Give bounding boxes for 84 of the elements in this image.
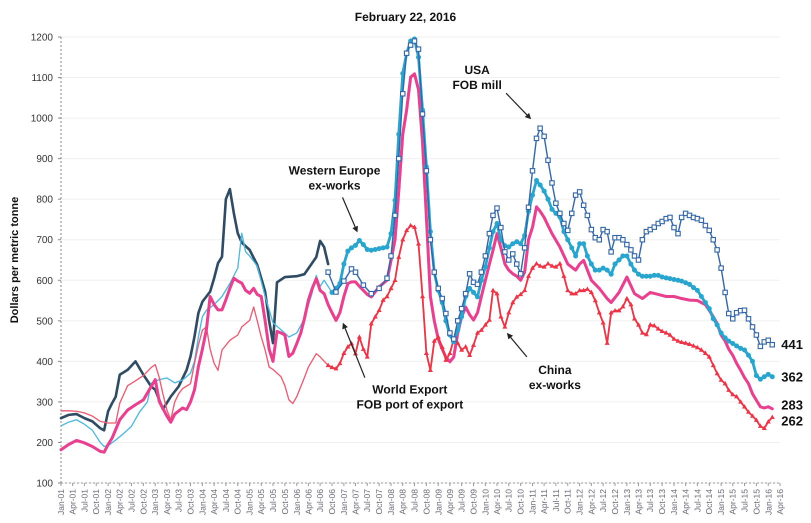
x-tick-label: Apr-09 [444, 488, 455, 515]
x-tick-label: Jul-08 [409, 488, 420, 512]
y-tick-label: 1000 [30, 114, 54, 125]
x-tick-label: Oct-03 [185, 488, 196, 515]
x-tick-label: Oct-15 [751, 488, 762, 515]
x-tick-label: Jul-01 [79, 488, 90, 512]
x-tick-label: Apr-03 [162, 488, 172, 515]
y-tick-label: 600 [36, 276, 54, 287]
text: China ex-works [528, 362, 582, 392]
x-tick-label: Jul-06 [315, 488, 326, 512]
x-tick-label: Oct-10 [516, 488, 526, 515]
x-tick-label: Apr-05 [256, 488, 266, 515]
text: World Export FOB port of export [356, 382, 464, 412]
x-tick-label: Jul-10 [504, 488, 514, 512]
x-tick-label: Apr-06 [303, 488, 314, 515]
y-tick-label: 700 [36, 235, 54, 246]
annotation: 362 [781, 369, 803, 384]
text: USA FOB mill [452, 63, 502, 92]
x-tick-label: Jan-01 [56, 488, 66, 515]
x-tick-label: Oct-06 [326, 488, 337, 515]
x-tick-label: Jan-12 [574, 488, 585, 515]
x-tick-label: Oct-02 [138, 488, 148, 515]
x-tick-label: Jul-07 [362, 488, 372, 512]
x-tick-label: Oct-08 [421, 488, 432, 515]
x-tick-label: Jul-05 [268, 488, 278, 512]
x-tick-label: Oct-01 [91, 488, 102, 515]
x-tick-label: Jul-14 [692, 488, 702, 512]
x-tick-label: Apr-01 [68, 488, 78, 515]
x-tick-label: Jan-11 [528, 488, 538, 514]
x-tick-label: Jan-05 [244, 488, 255, 515]
x-tick-label: Jan-07 [338, 488, 349, 515]
x-tick-label: Jul-03 [174, 488, 184, 512]
x-tick-label: Jul-13 [645, 488, 656, 512]
x-tick-label: Jul-15 [739, 488, 750, 512]
y-tick-label: 500 [36, 316, 54, 328]
x-tick-label: Apr-16 [775, 488, 785, 515]
annotation: 262 [781, 414, 803, 429]
x-tick-label: Jan-06 [292, 488, 302, 515]
x-tick-label: Oct-12 [610, 488, 620, 515]
x-tick-label: Jul-12 [598, 488, 608, 512]
x-tick-label: Apr-12 [586, 488, 596, 515]
x-tick-label: Apr-07 [350, 488, 360, 515]
annotation: 283 [781, 398, 803, 413]
y-tick-label: 200 [36, 438, 54, 449]
x-tick-label: Jan-10 [480, 488, 490, 515]
y-tick-label: 1100 [31, 73, 54, 84]
x-tick-label: Oct-09 [468, 488, 478, 515]
x-tick-label: Apr-14 [680, 488, 691, 515]
y-tick-label: 400 [36, 356, 54, 368]
x-tick-label: Apr-02 [114, 488, 125, 515]
x-tick-label: Jan-14 [669, 488, 680, 515]
y-tick-label: 1200 [30, 32, 54, 44]
y-tick-label: 300 [36, 397, 54, 408]
x-tick-label: Jul-02 [126, 488, 136, 512]
x-tick-label: Oct-14 [704, 488, 714, 515]
x-tick-label: Oct-11 [562, 488, 573, 514]
y-axis-title: Dollars per metric tonne [9, 196, 21, 324]
x-tick-label: Jan-03 [150, 488, 160, 515]
x-tick-label: Jan-02 [103, 488, 114, 515]
x-tick-label: Apr-13 [634, 488, 644, 515]
x-tick-label: Jan-13 [622, 488, 632, 515]
x-tick-label: Jul-09 [456, 488, 467, 512]
chart-title: February 22, 2016 [354, 10, 457, 24]
x-tick-label: Apr-10 [492, 488, 502, 515]
x-tick-label: Jan-15 [716, 488, 726, 515]
y-tick-label: 100 [36, 478, 54, 490]
x-tick-label: Oct-07 [374, 488, 384, 515]
x-tick-label: Jan-09 [433, 488, 444, 515]
x-tick-label: Oct-04 [232, 488, 243, 515]
y-tick-label: 900 [36, 154, 54, 166]
x-tick-label: Jul-04 [220, 488, 231, 512]
x-tick-label: Jan-16 [763, 488, 774, 515]
x-tick-label: Jul-11 [550, 488, 561, 512]
x-tick-label: Oct-05 [280, 488, 290, 515]
x-tick-label: Apr-04 [209, 488, 220, 515]
annotation: 441 [781, 337, 803, 352]
x-tick-label: Jan-04 [197, 488, 208, 515]
x-tick-label: Apr-15 [728, 488, 738, 515]
y-tick-label: 800 [36, 194, 54, 206]
x-tick-label: Apr-11 [539, 488, 550, 514]
series-label: Western Europe ex-works [288, 163, 381, 192]
x-tick-label: Oct-13 [657, 488, 668, 515]
x-tick-label: Apr-08 [398, 488, 408, 515]
x-tick-label: Jan-08 [386, 488, 396, 515]
